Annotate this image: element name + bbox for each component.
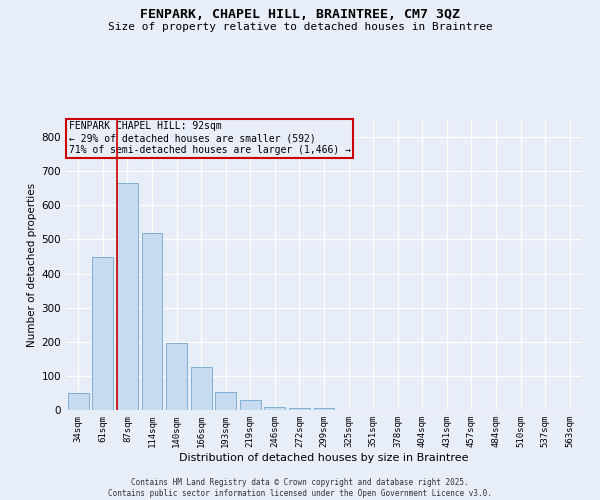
Bar: [68, 393, 89, 410]
Bar: [240, 400, 261, 410]
Text: Size of property relative to detached houses in Braintree: Size of property relative to detached ho…: [107, 22, 493, 32]
Y-axis label: Number of detached properties: Number of detached properties: [28, 183, 37, 347]
Bar: [166, 343, 187, 410]
Bar: [265, 406, 286, 410]
Text: FENPARK CHAPEL HILL: 92sqm
← 29% of detached houses are smaller (592)
71% of sem: FENPARK CHAPEL HILL: 92sqm ← 29% of deta…: [68, 122, 350, 154]
Bar: [191, 366, 212, 410]
Bar: [215, 392, 236, 410]
Bar: [314, 408, 334, 410]
X-axis label: Distribution of detached houses by size in Braintree: Distribution of detached houses by size …: [179, 452, 469, 462]
Text: Contains HM Land Registry data © Crown copyright and database right 2025.
Contai: Contains HM Land Registry data © Crown c…: [108, 478, 492, 498]
Bar: [142, 232, 163, 410]
Bar: [289, 408, 310, 410]
Bar: [117, 183, 138, 410]
Bar: [92, 257, 113, 410]
Text: FENPARK, CHAPEL HILL, BRAINTREE, CM7 3QZ: FENPARK, CHAPEL HILL, BRAINTREE, CM7 3QZ: [140, 8, 460, 20]
